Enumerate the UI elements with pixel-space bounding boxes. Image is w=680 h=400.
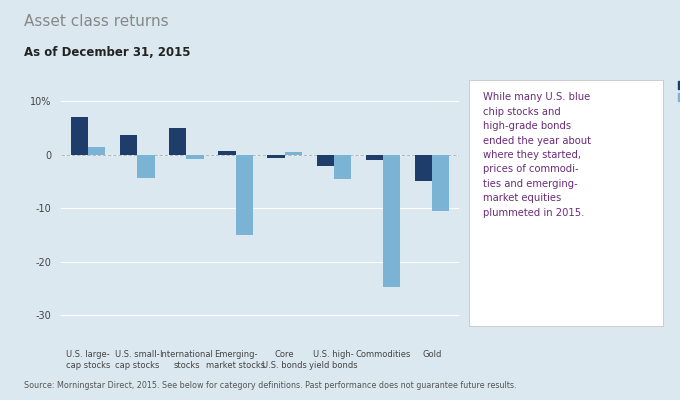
Text: Asset class returns: Asset class returns <box>24 14 169 29</box>
Bar <box>317 155 334 166</box>
Bar <box>120 135 137 155</box>
Text: As of December 31, 2015: As of December 31, 2015 <box>24 46 190 59</box>
Bar <box>432 155 449 211</box>
Bar <box>334 155 351 180</box>
Text: Source: Morningstar Direct, 2015. See below for category definitions. Past perfo: Source: Morningstar Direct, 2015. See be… <box>24 381 516 390</box>
Bar <box>383 155 400 287</box>
Bar <box>267 155 285 158</box>
Bar <box>71 118 88 155</box>
Bar <box>169 128 186 155</box>
Text: While many U.S. blue
chip stocks and
high-grade bonds
ended the year about
where: While many U.S. blue chip stocks and hig… <box>483 92 591 218</box>
Bar <box>235 155 253 234</box>
Bar <box>366 155 383 160</box>
Bar <box>218 151 235 155</box>
Bar <box>137 155 154 178</box>
Bar <box>285 152 302 155</box>
Bar <box>415 155 432 180</box>
Legend: Q4 2015, 1 year: Q4 2015, 1 year <box>678 80 680 103</box>
Bar <box>186 155 203 159</box>
Bar <box>88 147 105 155</box>
